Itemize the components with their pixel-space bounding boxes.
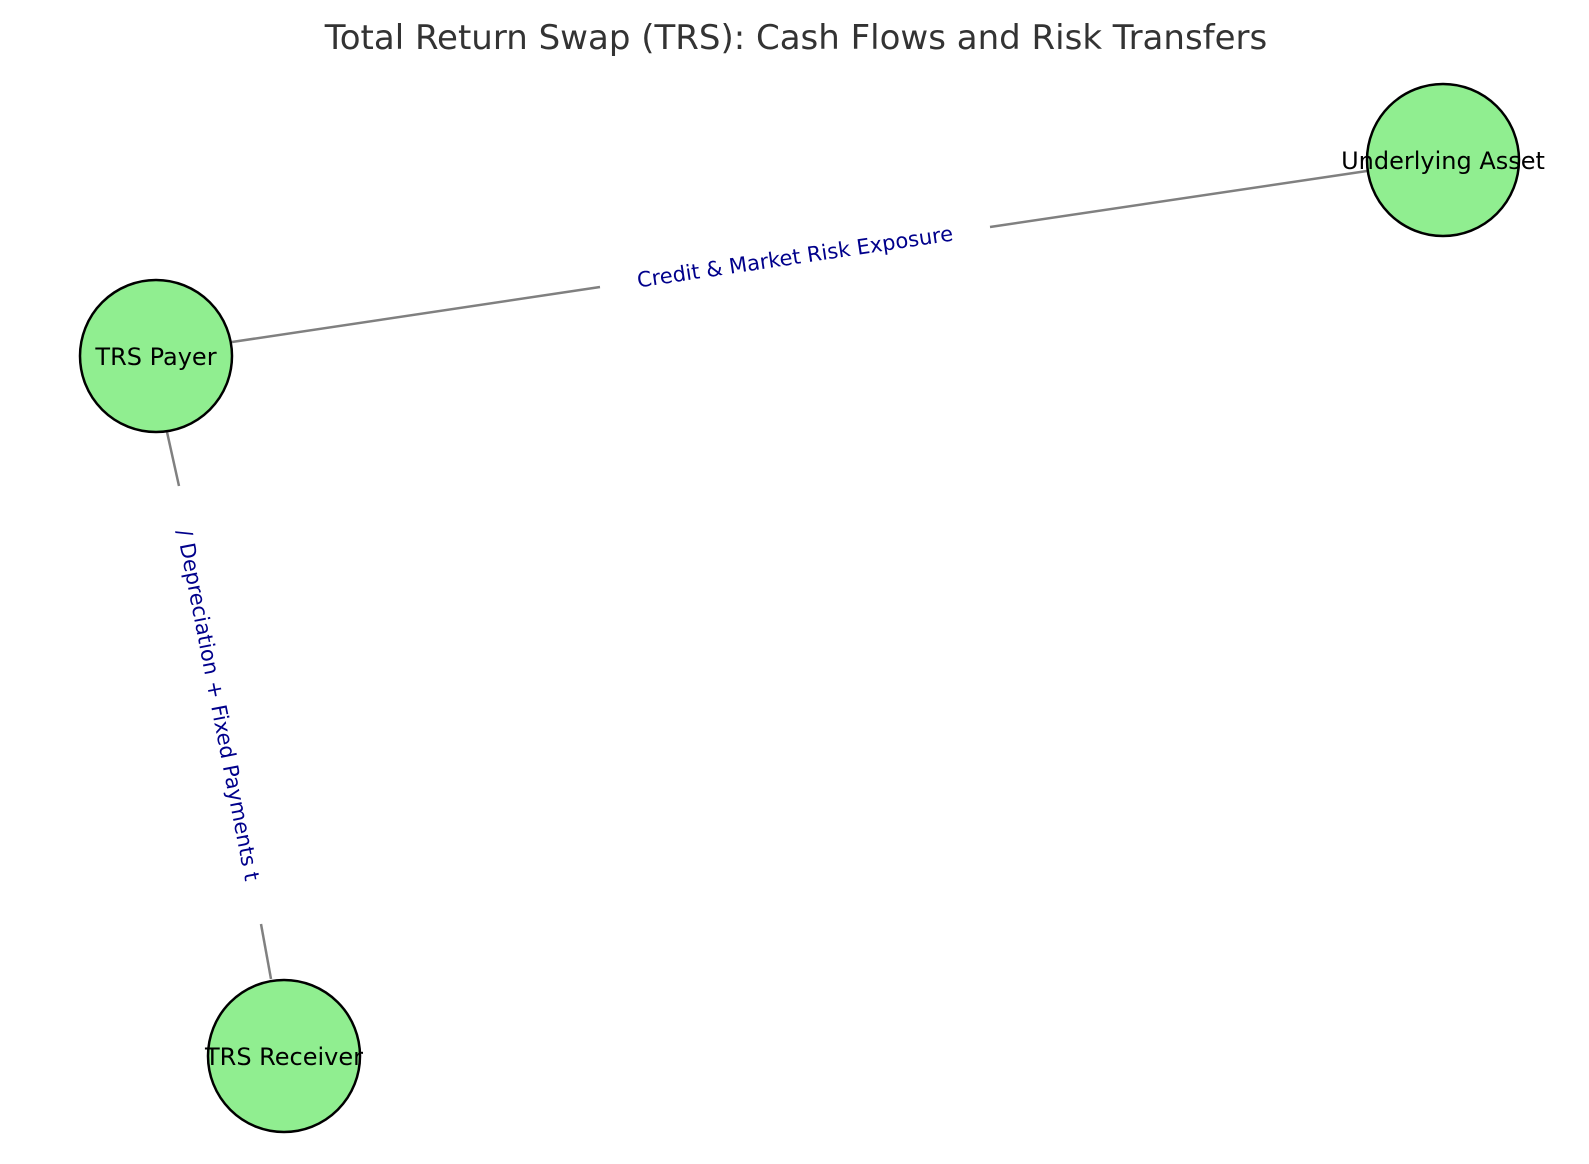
node-circle-underlying-asset: [1365, 82, 1521, 238]
edge-label-credit-market-risk: Credit & Market Risk Exposure: [635, 222, 954, 293]
node-underlying-asset: Underlying Asset: [1341, 82, 1545, 238]
node-trs-payer: TRS Payer: [78, 278, 234, 434]
edge-label-depreciation-fixed-payments: / Depreciation + Fixed Payments t: [172, 527, 264, 883]
node-label-trs-receiver: TRS Receiver: [204, 1043, 363, 1071]
node-circle-trs-payer: [78, 278, 234, 434]
edge-payer-to-receiver: / Depreciation + Fixed Payments t: [165, 431, 273, 980]
edge-line-payer-receiver-2: [259, 923, 273, 980]
node-circle-trs-receiver: [206, 978, 362, 1134]
node-trs-receiver: TRS Receiver: [204, 978, 363, 1134]
diagram-title: Total Return Swap (TRS): Cash Flows and …: [324, 18, 1268, 58]
edge-line-payer-asset-2: [989, 169, 1368, 229]
edge-line-payer-asset: [231, 285, 601, 344]
node-label-trs-payer: TRS Payer: [94, 343, 216, 371]
node-label-underlying-asset: Underlying Asset: [1341, 147, 1545, 175]
edge-payer-to-asset: Credit & Market Risk Exposure: [231, 169, 1368, 344]
edge-line-payer-receiver: [165, 431, 181, 487]
